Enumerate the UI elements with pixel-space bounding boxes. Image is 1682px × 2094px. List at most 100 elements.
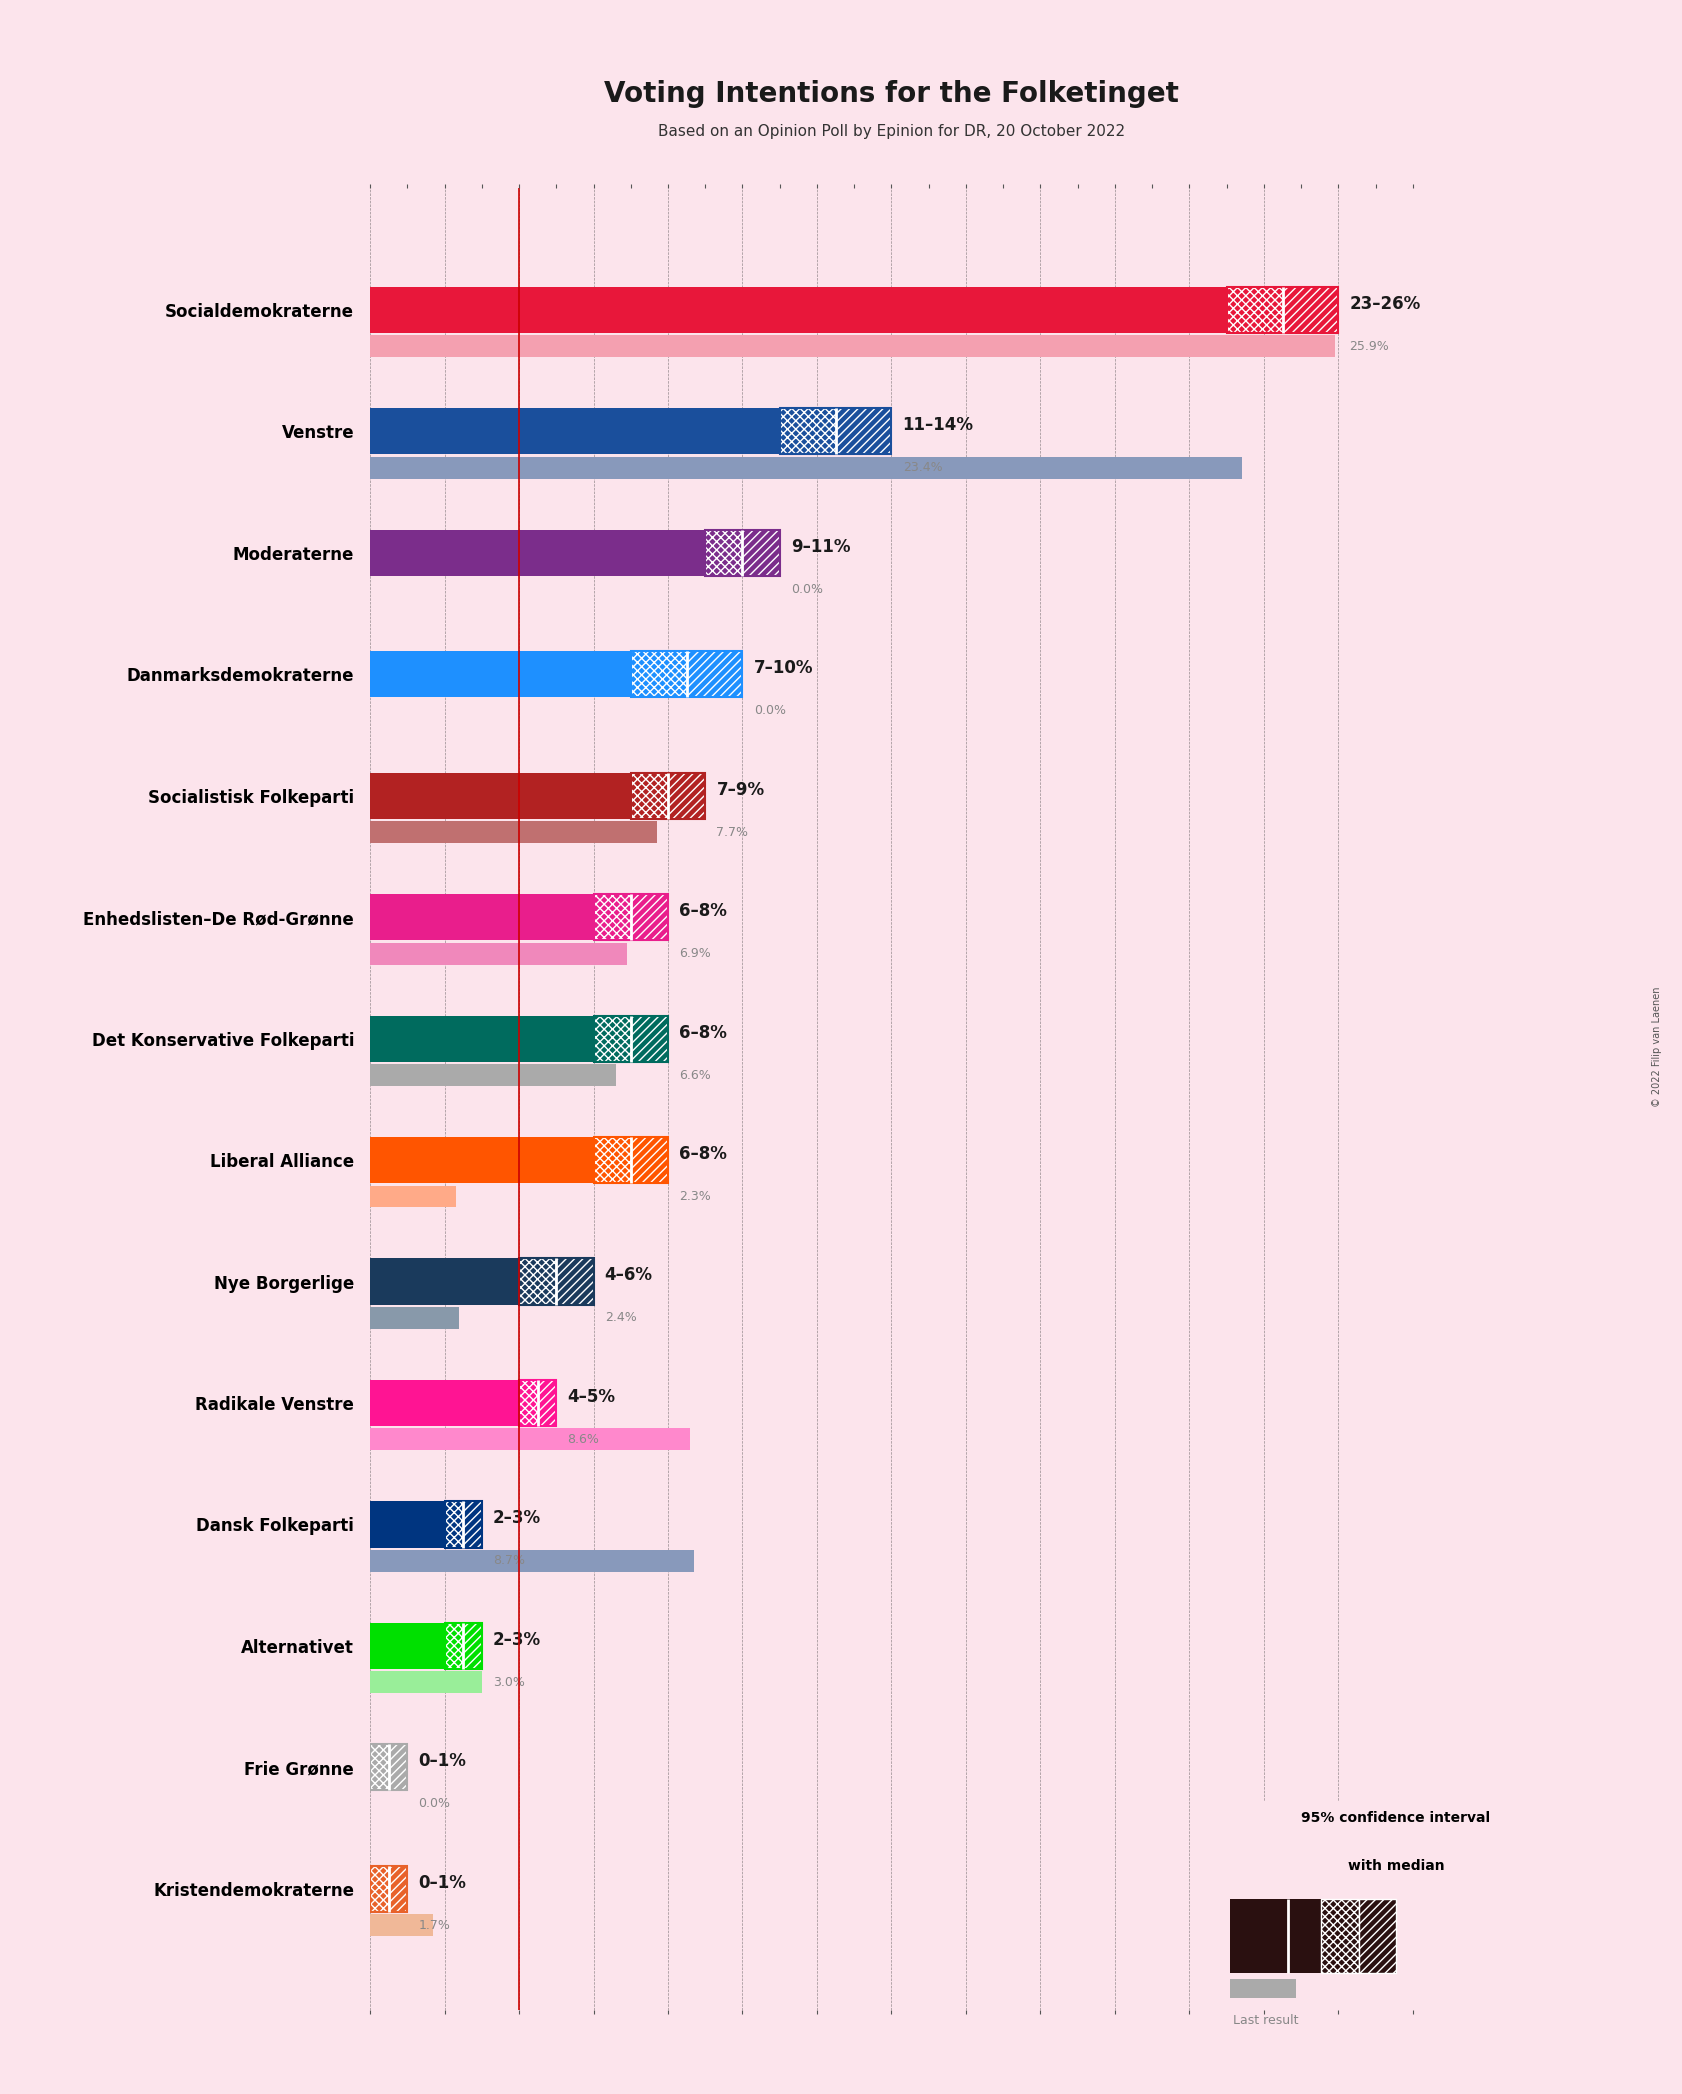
Text: 6.6%: 6.6% bbox=[680, 1068, 711, 1083]
Bar bbox=[370, 942, 627, 965]
Bar bbox=[370, 530, 705, 576]
Text: Last result: Last result bbox=[1233, 2014, 1299, 2027]
Bar bbox=[370, 1380, 520, 1426]
Text: 8.6%: 8.6% bbox=[567, 1432, 599, 1447]
Text: 4–5%: 4–5% bbox=[567, 1388, 616, 1405]
Bar bbox=[594, 1016, 631, 1062]
Bar bbox=[370, 651, 631, 697]
Text: 2–3%: 2–3% bbox=[493, 1631, 542, 1648]
Bar bbox=[370, 773, 631, 819]
Text: 0.0%: 0.0% bbox=[419, 1797, 451, 1811]
Bar bbox=[370, 1016, 594, 1062]
Bar bbox=[742, 530, 780, 576]
Text: Voting Intentions for the Folketinget: Voting Intentions for the Folketinget bbox=[604, 80, 1179, 109]
Text: 0–1%: 0–1% bbox=[419, 1874, 466, 1891]
Text: 6–8%: 6–8% bbox=[680, 903, 727, 919]
Bar bbox=[370, 1064, 616, 1087]
Bar bbox=[463, 1501, 481, 1547]
Bar bbox=[538, 1380, 557, 1426]
Text: 9–11%: 9–11% bbox=[791, 538, 851, 555]
Bar bbox=[631, 1016, 668, 1062]
Bar bbox=[780, 408, 891, 454]
Text: 6–8%: 6–8% bbox=[680, 1024, 727, 1041]
Bar bbox=[370, 1501, 444, 1547]
Bar bbox=[631, 894, 668, 940]
Bar bbox=[1230, 1979, 1297, 1998]
Bar bbox=[370, 1744, 407, 1790]
Text: 0.0%: 0.0% bbox=[754, 704, 785, 718]
Text: 6–8%: 6–8% bbox=[680, 1145, 727, 1162]
Text: with median: with median bbox=[1347, 1859, 1445, 1874]
Text: 2.4%: 2.4% bbox=[604, 1311, 636, 1326]
Bar bbox=[389, 1744, 407, 1790]
Text: 0–1%: 0–1% bbox=[419, 1753, 466, 1769]
Bar bbox=[520, 1258, 557, 1305]
Bar bbox=[370, 456, 1241, 480]
Text: 0.0%: 0.0% bbox=[791, 582, 822, 597]
Bar bbox=[444, 1501, 463, 1547]
Text: 23.4%: 23.4% bbox=[903, 461, 942, 475]
Text: 23–26%: 23–26% bbox=[1349, 295, 1421, 312]
Bar bbox=[370, 1866, 407, 1912]
Bar bbox=[780, 408, 836, 454]
Text: 7.7%: 7.7% bbox=[717, 825, 748, 840]
Bar bbox=[594, 1016, 668, 1062]
Bar bbox=[631, 1137, 668, 1183]
Bar bbox=[668, 773, 705, 819]
Bar bbox=[686, 651, 742, 697]
Text: 3.0%: 3.0% bbox=[493, 1675, 525, 1690]
Bar bbox=[370, 1671, 481, 1694]
Text: 1.7%: 1.7% bbox=[419, 1918, 451, 1933]
Bar bbox=[444, 1501, 481, 1547]
Bar bbox=[520, 1258, 594, 1305]
Text: 7–10%: 7–10% bbox=[754, 660, 812, 676]
Bar bbox=[557, 1258, 594, 1305]
Bar bbox=[594, 1137, 631, 1183]
Bar bbox=[705, 530, 742, 576]
Bar bbox=[370, 1307, 459, 1330]
Bar bbox=[594, 1137, 668, 1183]
Bar bbox=[631, 651, 686, 697]
Bar bbox=[370, 1623, 444, 1669]
Text: 2.3%: 2.3% bbox=[680, 1189, 711, 1204]
Bar bbox=[370, 1914, 434, 1937]
Bar bbox=[370, 408, 780, 454]
Bar bbox=[1282, 287, 1339, 333]
Bar bbox=[370, 1744, 389, 1790]
Text: © 2022 Filip van Laenen: © 2022 Filip van Laenen bbox=[1652, 986, 1662, 1108]
Bar bbox=[370, 287, 1226, 333]
Bar bbox=[370, 1258, 520, 1305]
Bar bbox=[1226, 287, 1282, 333]
Text: 6.9%: 6.9% bbox=[680, 946, 711, 961]
Bar bbox=[631, 773, 668, 819]
Bar bbox=[370, 335, 1334, 358]
Bar bbox=[389, 1866, 407, 1912]
Text: Based on an Opinion Poll by Epinion for DR, 20 October 2022: Based on an Opinion Poll by Epinion for … bbox=[658, 124, 1125, 140]
Bar bbox=[594, 894, 631, 940]
Bar bbox=[520, 1380, 557, 1426]
Bar bbox=[631, 651, 742, 697]
Bar bbox=[594, 894, 668, 940]
Bar bbox=[836, 408, 891, 454]
Text: 2–3%: 2–3% bbox=[493, 1510, 542, 1527]
Bar bbox=[444, 1623, 463, 1669]
Bar bbox=[370, 1185, 456, 1208]
Bar bbox=[705, 530, 780, 576]
Text: 11–14%: 11–14% bbox=[903, 417, 974, 433]
Bar bbox=[444, 1623, 481, 1669]
Text: 95% confidence interval: 95% confidence interval bbox=[1302, 1811, 1490, 1826]
Bar bbox=[370, 1866, 389, 1912]
Bar bbox=[463, 1623, 481, 1669]
Text: 25.9%: 25.9% bbox=[1349, 339, 1389, 354]
Bar bbox=[631, 773, 705, 819]
Text: 8.7%: 8.7% bbox=[493, 1554, 525, 1568]
Bar bbox=[1226, 287, 1339, 333]
Bar bbox=[370, 821, 656, 844]
Bar bbox=[370, 1550, 695, 1573]
Bar bbox=[520, 1380, 538, 1426]
Bar bbox=[370, 1428, 690, 1451]
Text: 7–9%: 7–9% bbox=[717, 781, 765, 798]
Bar bbox=[370, 894, 594, 940]
Bar bbox=[370, 1137, 594, 1183]
Text: 4–6%: 4–6% bbox=[604, 1267, 653, 1284]
